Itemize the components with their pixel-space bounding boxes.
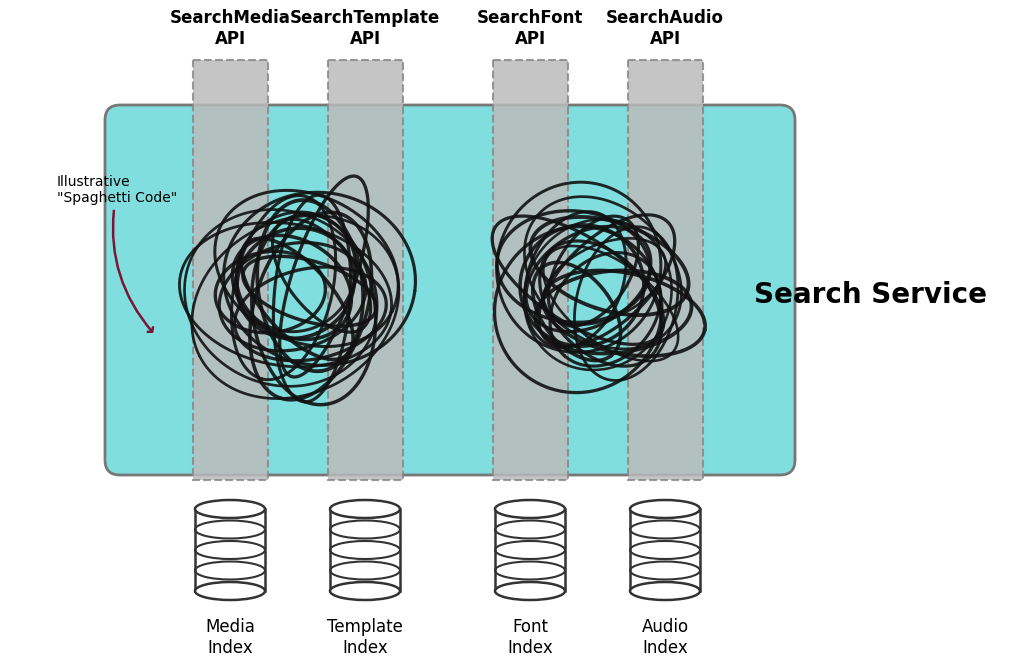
Text: SearchFont
API: SearchFont API [477, 9, 584, 48]
Bar [328, 60, 402, 480]
Text: Template
Index: Template Index [327, 618, 402, 657]
Ellipse shape [195, 582, 265, 600]
Ellipse shape [495, 582, 565, 600]
Ellipse shape [195, 500, 265, 518]
Text: Illustrative
"Spaghetti Code": Illustrative "Spaghetti Code" [57, 175, 177, 332]
Bar [495, 509, 565, 591]
Ellipse shape [630, 582, 700, 600]
FancyBboxPatch shape [105, 105, 795, 475]
Text: SearchTemplate
API: SearchTemplate API [290, 9, 440, 48]
Bar [195, 509, 265, 591]
Bar [628, 60, 702, 480]
Text: Media
Index: Media Index [205, 618, 255, 657]
Ellipse shape [330, 500, 400, 518]
Text: Audio
Index: Audio Index [641, 618, 688, 657]
Ellipse shape [630, 500, 700, 518]
Bar [630, 509, 700, 591]
Text: Search Service: Search Service [754, 281, 986, 309]
Text: Font
Index: Font Index [507, 618, 553, 657]
Text: SearchAudio
API: SearchAudio API [606, 9, 724, 48]
Ellipse shape [495, 500, 565, 518]
Ellipse shape [330, 582, 400, 600]
Bar [493, 60, 567, 480]
Text: SearchMedia
API: SearchMedia API [170, 9, 291, 48]
Bar [330, 509, 400, 591]
Bar [193, 60, 267, 480]
